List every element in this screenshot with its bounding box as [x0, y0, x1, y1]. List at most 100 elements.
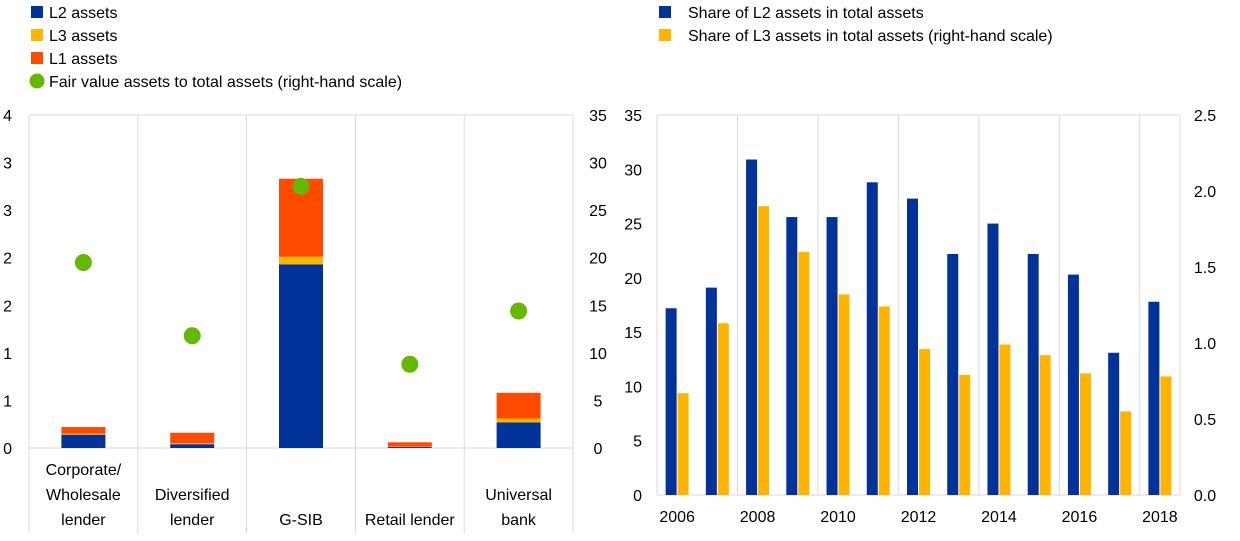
right-axis-tick-label: 0.0 — [1194, 488, 1216, 505]
bar-segment — [279, 256, 323, 265]
category-label: Diversified — [155, 487, 230, 504]
x-axis-tick-label: 2016 — [1062, 509, 1098, 526]
bar-segment — [387, 442, 432, 447]
legend-label: Share of L3 assets in total assets (righ… — [688, 28, 1053, 45]
l2-share-bar — [866, 182, 878, 496]
left-chart-gridlines — [28, 114, 574, 533]
left-axis-tick-label: 1 — [3, 393, 12, 410]
bar-segment — [496, 422, 541, 448]
right-axis-tick-label: 25 — [589, 203, 607, 220]
left-axis-tick-label: 20 — [624, 271, 642, 288]
left-axis-tick-label: 25 — [624, 217, 642, 234]
right-axis-tick-label: 2.5 — [1194, 108, 1216, 125]
right-chart-axes: 0 5 10 15 20 25 30 35 0.0 0.5 1.0 1.5 2.0 2.5 2006 2008… — [624, 108, 1216, 526]
category-label: Universal — [485, 487, 552, 504]
legend-swatch — [31, 29, 43, 41]
right-axis-tick-label: 5 — [594, 393, 603, 410]
legend-swatch — [31, 52, 43, 64]
left-axis-tick-label: 0 — [3, 441, 12, 458]
l2-share-bar — [987, 223, 999, 496]
fair-value-point — [510, 302, 528, 320]
bar-segment — [170, 444, 215, 448]
l2-share-bar — [947, 253, 959, 495]
right-chart-bars — [665, 159, 1172, 496]
left-axis-tick-label: 5 — [633, 434, 642, 451]
bar-segment — [279, 264, 323, 448]
l3-share-bar — [1120, 411, 1132, 495]
left-axis-tick-label: 10 — [624, 379, 642, 396]
right-chart-gridlines — [656, 114, 1181, 496]
legend-swatch — [659, 6, 671, 18]
category-label: lender — [170, 512, 215, 529]
l3-share-bar — [1160, 376, 1172, 495]
l2-share-bar — [1067, 274, 1079, 495]
right-axis-tick-label: 1.0 — [1194, 336, 1216, 353]
bar-segment — [496, 392, 541, 419]
left-axis-tick-label: 1 — [3, 346, 12, 363]
l3-share-bar — [798, 251, 810, 495]
left-axis-tick-label: 35 — [624, 108, 642, 125]
left-chart-legend: L2 assets L3 assets L1 assets Fair value as… — [29, 5, 402, 91]
fair-value-point — [401, 355, 419, 373]
right-axis-tick-label: 15 — [589, 298, 607, 315]
category-label: Retail lender — [365, 512, 456, 529]
left-axis-tick-label: 15 — [624, 325, 642, 342]
left-axis-tick-label: 3 — [3, 156, 12, 173]
l3-share-bar — [878, 306, 890, 495]
bar-segment — [170, 443, 215, 445]
right-axis-tick-label: 10 — [589, 346, 607, 363]
legend-label: Share of L2 assets in total assets — [688, 5, 924, 22]
category-label: Corporate/ — [46, 462, 122, 479]
l3-share-bar — [717, 323, 729, 495]
bar-segment — [387, 447, 432, 448]
left-chart-bars — [61, 178, 541, 448]
x-axis-tick-label: 2014 — [981, 509, 1017, 526]
l3-share-bar — [1039, 355, 1051, 495]
bar-segment — [61, 434, 106, 448]
category-label: Wholesale — [46, 487, 121, 504]
legend-swatch — [31, 6, 43, 18]
bar-segment — [61, 427, 106, 434]
l2-share-bar — [665, 308, 677, 495]
right-axis-tick-label: 35 — [589, 108, 607, 125]
l2-share-bar — [907, 198, 918, 495]
l3-share-bar — [999, 344, 1011, 495]
legend-swatch — [659, 29, 671, 41]
legend-marker-circle — [29, 73, 45, 89]
legend-label: Fair value assets to total assets (right… — [49, 74, 402, 91]
right-axis-tick-label: 20 — [589, 251, 607, 268]
left-axis-tick-label: 3 — [3, 203, 12, 220]
right-chart-legend: Share of L2 assets in total assets Share … — [659, 5, 1053, 45]
l3-share-bar — [677, 393, 689, 495]
left-axis-tick-label: 0 — [633, 488, 642, 505]
left-axis-tick-label: 30 — [624, 162, 642, 179]
x-axis-tick-label: 2010 — [820, 509, 856, 526]
right-axis-tick-label: 0 — [594, 441, 603, 458]
x-axis-tick-label: 2006 — [659, 509, 695, 526]
bar-segment — [496, 418, 541, 423]
l2-share-bar — [786, 217, 798, 496]
l2-share-bar — [746, 159, 758, 495]
category-label: bank — [501, 512, 537, 529]
l3-share-bar — [1079, 373, 1091, 495]
x-axis-tick-label: 2008 — [740, 509, 776, 526]
l2-share-bar — [705, 287, 717, 495]
legend-label: L2 assets — [49, 5, 117, 22]
left-axis-tick-label: 4 — [3, 108, 12, 125]
fair-value-point — [183, 327, 201, 345]
bar-segment — [170, 432, 215, 444]
category-label: lender — [61, 512, 106, 529]
fair-value-point — [292, 177, 310, 195]
left-chart-fair-value-markers — [74, 177, 528, 373]
right-axis-tick-label: 1.5 — [1194, 260, 1216, 277]
right-axis-tick-label: 2.0 — [1194, 184, 1216, 201]
legend-label: L1 assets — [49, 51, 117, 68]
x-axis-tick-label: 2018 — [1142, 509, 1178, 526]
bar-segment — [61, 433, 106, 435]
right-axis-tick-label: 30 — [589, 156, 607, 173]
x-axis-tick-label: 2012 — [901, 509, 937, 526]
l3-share-bar — [919, 349, 930, 495]
l3-share-bar — [838, 294, 850, 495]
l3-share-bar — [959, 374, 971, 495]
l2-share-bar — [1027, 253, 1039, 495]
